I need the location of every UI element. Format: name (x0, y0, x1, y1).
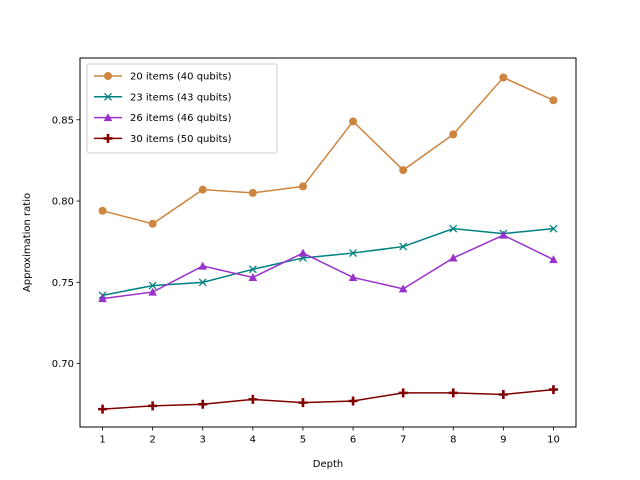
legend-entry: 30 items (50 qubits) (94, 134, 232, 145)
data-point (98, 294, 107, 303)
plot-frame (79, 57, 577, 428)
legend-entry: 26 items (46 qubits) (94, 113, 232, 124)
data-point (348, 272, 358, 281)
x-ticks: 1 2 3 4 5 6 7 8 9 10 (99, 427, 560, 446)
data-point (248, 394, 258, 404)
legend-marker (104, 92, 112, 101)
series-layer (98, 73, 558, 414)
x-tick-label: 5 (300, 435, 306, 446)
data-point (449, 130, 458, 139)
x-tick-label: 9 (500, 435, 506, 446)
data-point (448, 253, 458, 262)
x-tick-label: 4 (250, 435, 256, 446)
series-line (102, 227, 554, 297)
data-point (198, 185, 207, 194)
legend-entry: 23 items (43 qubits) (94, 92, 232, 103)
y-ticks: 0.70 0.75 0.80 0.85 (52, 115, 80, 370)
x-tick-label: 3 (200, 435, 206, 446)
legend-label: 30 items (50 qubits) (130, 134, 232, 145)
data-point (298, 182, 307, 191)
data-point (198, 278, 207, 287)
series-3 (98, 230, 558, 303)
legend-marker (103, 113, 113, 122)
x-tick-label: 10 (547, 435, 560, 446)
data-point (548, 385, 558, 395)
legend: 20 items (40 qubits) 23 items (43 qubits)… (86, 63, 278, 154)
x-tick-label: 2 (149, 435, 155, 446)
x-axis-label: Depth (313, 459, 343, 470)
data-point (399, 242, 408, 251)
series-4 (98, 385, 558, 414)
data-point (549, 96, 558, 105)
data-point (98, 206, 107, 215)
legend-marker (104, 72, 112, 80)
data-point (248, 188, 257, 197)
legend-label: 20 items (40 qubits) (130, 72, 232, 83)
legend-label: 26 items (46 qubits) (130, 113, 232, 124)
data-point (399, 166, 408, 175)
data-point (348, 396, 358, 406)
data-point (549, 255, 558, 264)
x-tick-label: 1 (99, 435, 105, 446)
data-point (148, 401, 158, 411)
legend-box (86, 63, 278, 154)
data-point (448, 388, 458, 398)
x-tick-label: 7 (400, 435, 406, 446)
data-point (398, 388, 408, 398)
data-point (499, 230, 508, 239)
data-point (248, 272, 258, 281)
x-tick-label: 6 (350, 435, 356, 446)
legend-marker (103, 133, 113, 143)
series-line (102, 76, 554, 225)
data-point (549, 224, 558, 233)
legend-label: 23 items (43 qubits) (130, 92, 232, 103)
data-point (98, 404, 108, 414)
data-point (298, 398, 308, 408)
data-point (498, 389, 508, 399)
data-point (148, 219, 157, 228)
y-tick-label: 0.85 (52, 115, 74, 126)
data-point (349, 249, 358, 258)
series-line (102, 234, 554, 300)
data-point (398, 284, 408, 293)
series-1 (98, 73, 558, 228)
data-point (198, 399, 208, 409)
y-tick-label: 0.75 (52, 278, 74, 289)
y-tick-label: 0.80 (52, 197, 74, 208)
legend-entry: 20 items (40 qubits) (94, 72, 232, 83)
data-point (349, 117, 358, 126)
data-point (148, 287, 157, 296)
data-point (499, 73, 508, 82)
data-point (148, 281, 157, 290)
y-axis-label: Approximation ratio (22, 193, 33, 292)
data-point (449, 224, 458, 233)
data-point (298, 248, 308, 257)
data-point (198, 261, 208, 270)
y-tick-label: 0.70 (52, 359, 74, 370)
x-tick-label: 8 (450, 435, 456, 446)
series-line (102, 388, 554, 410)
data-point (248, 265, 257, 274)
